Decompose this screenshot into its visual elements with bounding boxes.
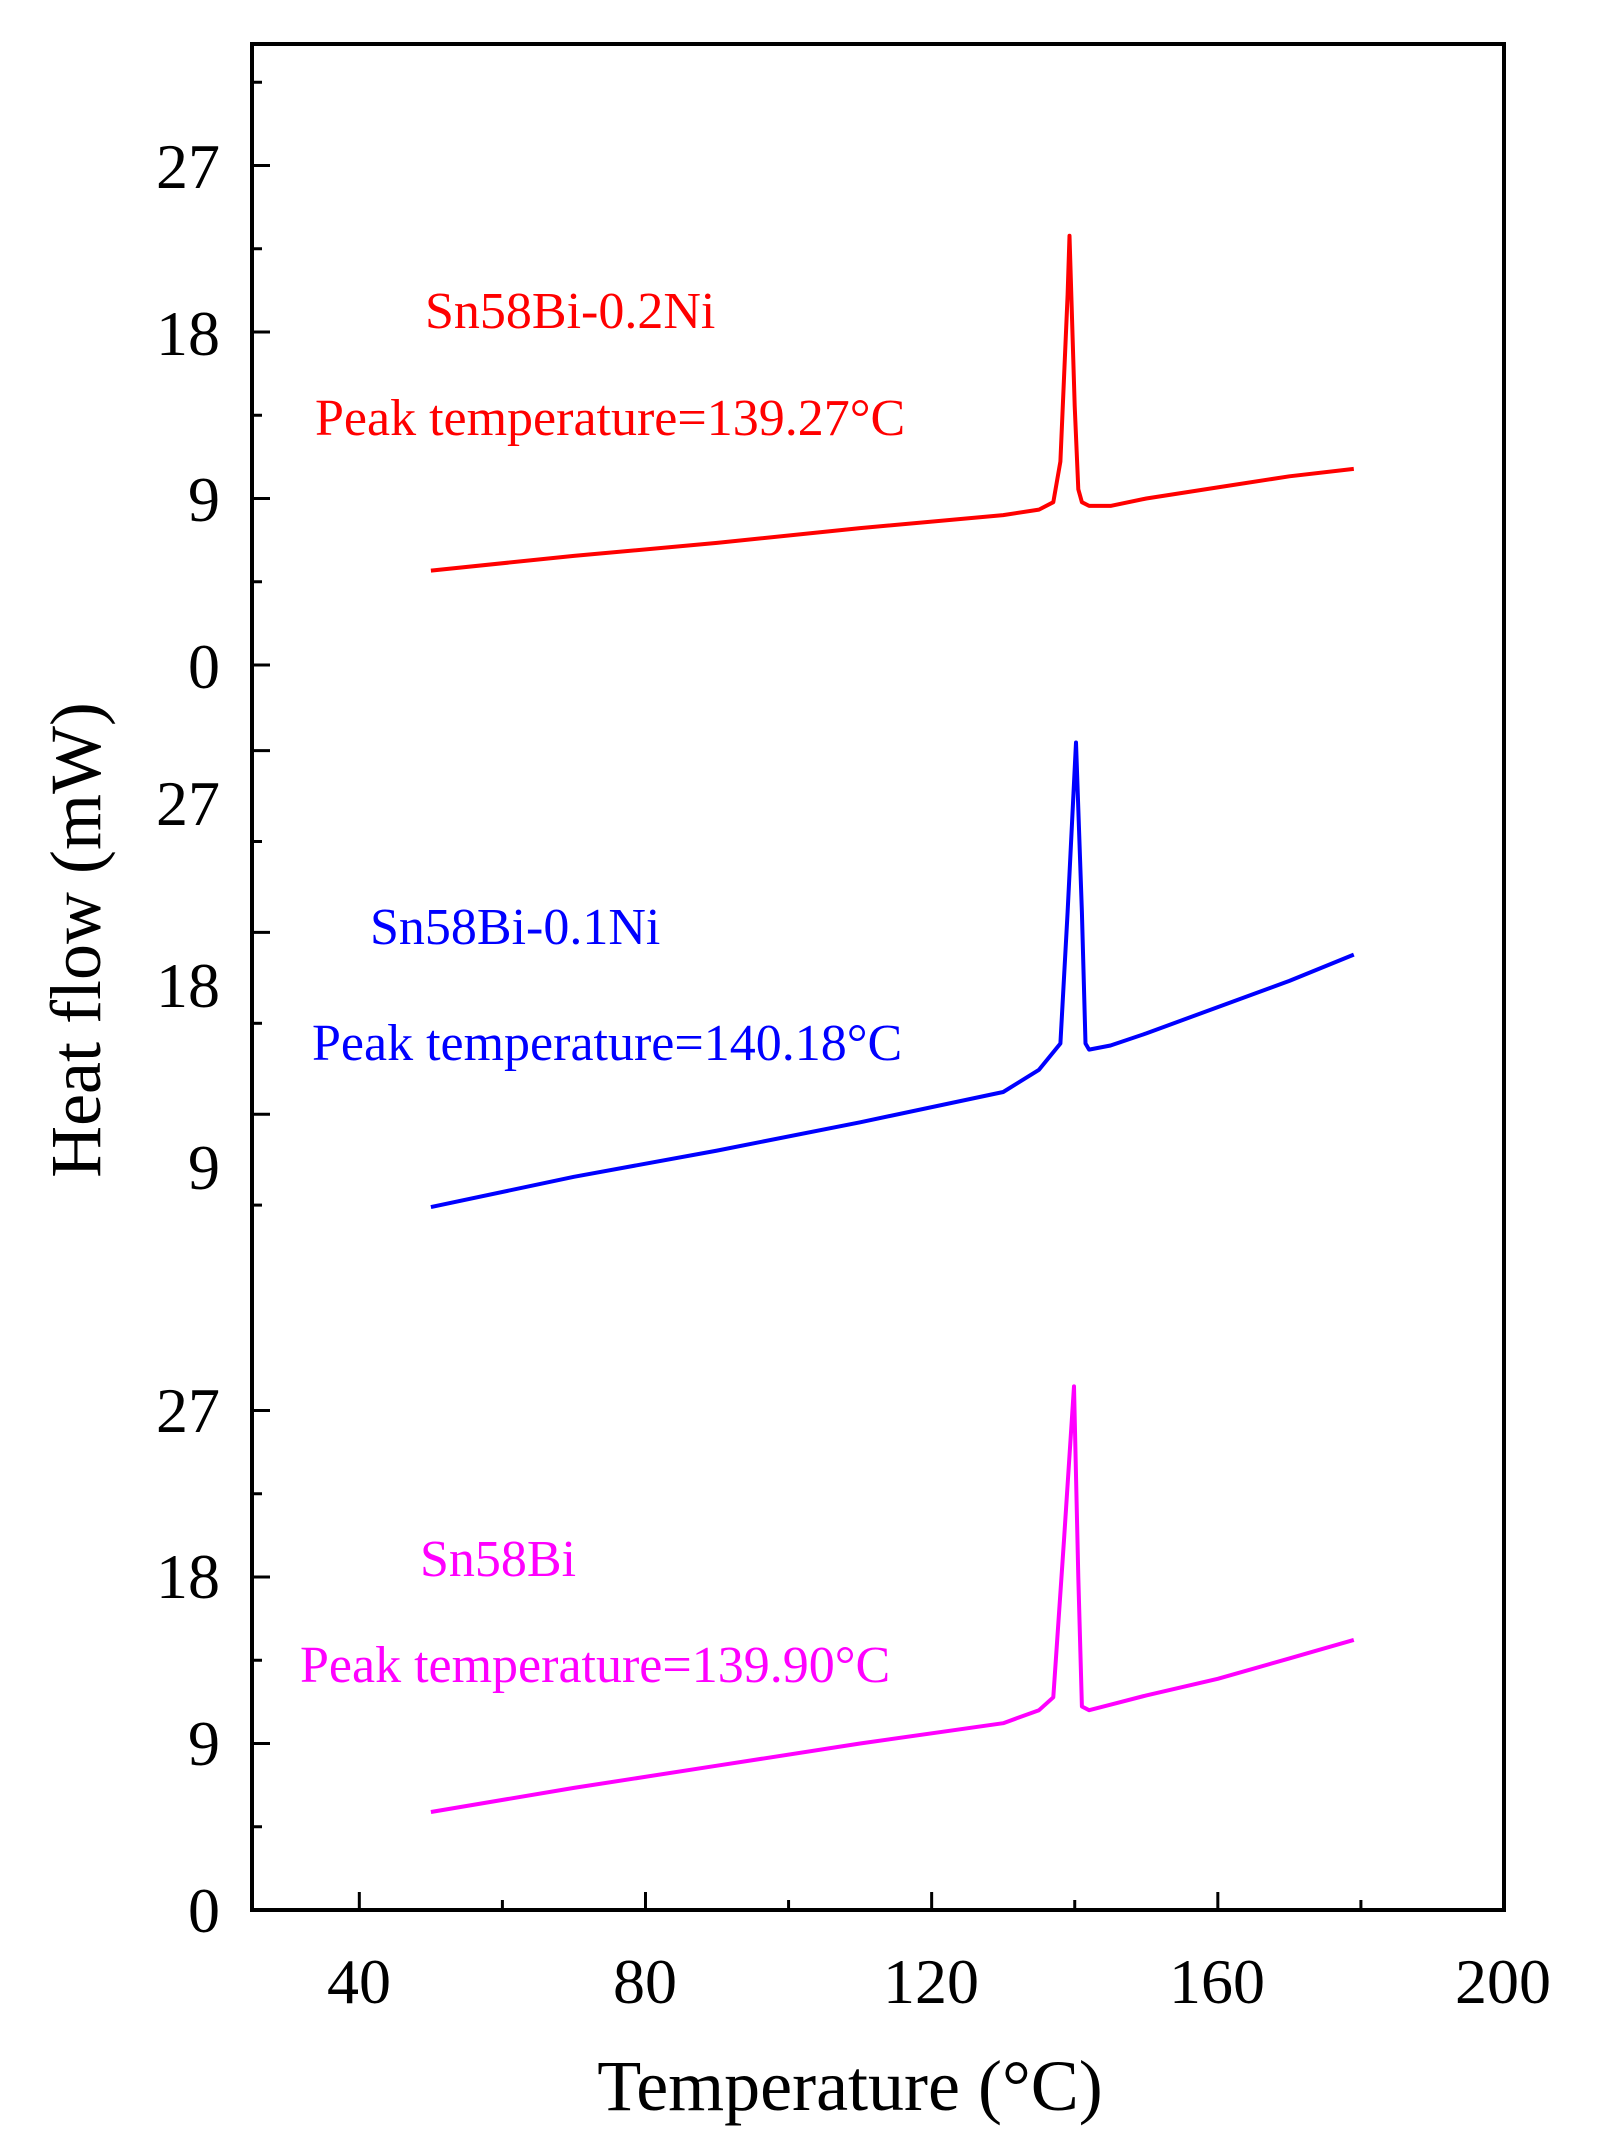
tick-layer <box>252 80 1506 1912</box>
x-tick-label: 80 <box>613 1946 677 2017</box>
series-line <box>430 740 1355 1210</box>
y-tick-labels-panel-middle: 27 18 9 <box>156 768 220 1203</box>
y-tick-label: 9 <box>188 464 220 535</box>
peak-label-sn58bi-0-2ni: Peak temperature=139.27°C <box>315 390 905 447</box>
y-tick-label: 0 <box>188 631 220 702</box>
y-axis-title: Heat flow (mW) <box>36 702 116 1178</box>
series-line <box>430 1384 1355 1814</box>
y-tick-label: 27 <box>156 768 220 839</box>
y-tick-label: 9 <box>188 1708 220 1779</box>
x-tick-label: 160 <box>1169 1946 1265 2017</box>
plot-frame <box>250 42 1506 1912</box>
series-layer <box>430 233 1355 1814</box>
series-label-sn58bi-0-2ni: Sn58Bi-0.2Ni <box>425 283 715 340</box>
y-tick-label: 9 <box>188 1132 220 1203</box>
y-tick-label: 18 <box>156 1541 220 1612</box>
y-tick-label: 0 <box>188 1875 220 1946</box>
y-tick-labels-panel-top: 27 18 9 0 <box>156 131 220 702</box>
x-tick-labels: 40 80 120 160 200 <box>327 1946 1551 2017</box>
x-tick-label: 120 <box>883 1946 979 2017</box>
peak-label-sn58bi-0-1ni: Peak temperature=140.18°C <box>312 1015 902 1072</box>
x-axis-title: Temperature (°C) <box>597 2046 1103 2126</box>
y-tick-label: 27 <box>156 131 220 202</box>
y-tick-label: 18 <box>156 298 220 369</box>
y-tick-label: 18 <box>156 950 220 1021</box>
x-tick-label: 200 <box>1455 1946 1551 2017</box>
series-label-sn58bi: Sn58Bi <box>420 1531 576 1588</box>
series-label-sn58bi-0-1ni: Sn58Bi-0.1Ni <box>370 899 660 956</box>
series-line <box>430 233 1355 573</box>
x-tick-label: 40 <box>327 1946 391 2017</box>
annotations: Sn58Bi-0.2Ni Peak temperature=139.27°C S… <box>300 283 905 1694</box>
peak-label-sn58bi: Peak temperature=139.90°C <box>300 1637 890 1694</box>
y-tick-label: 27 <box>156 1375 220 1446</box>
y-tick-labels-panel-bottom: 27 18 9 0 <box>156 1375 220 1946</box>
